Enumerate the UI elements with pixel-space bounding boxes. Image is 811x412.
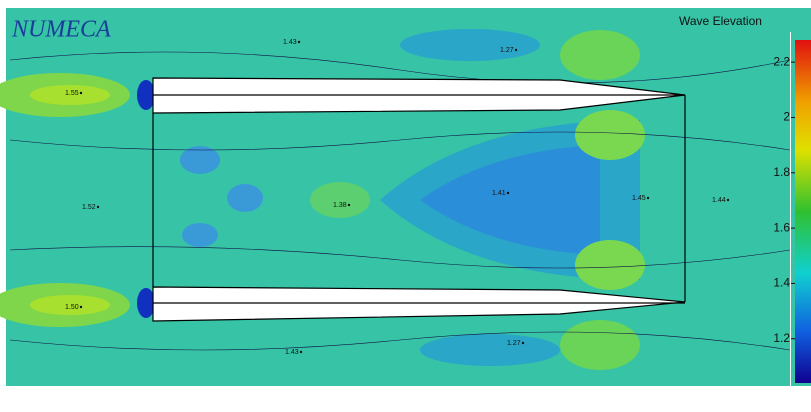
colorbar: [795, 40, 811, 383]
logo: NUMECA: [11, 17, 111, 43]
colorbar-title: Wave Elevation: [679, 14, 762, 28]
contour-label: 1.38: [333, 202, 347, 209]
contour-point: [97, 206, 99, 208]
colorbar-tick-label: 1.6: [773, 220, 790, 234]
colorbar-tick-label: 2.2: [773, 54, 790, 68]
contour-point: [522, 342, 524, 344]
contour-point: [647, 197, 649, 199]
contour-point: [515, 49, 517, 51]
contour-label: 1.45: [632, 195, 646, 202]
contour-point: [80, 92, 82, 94]
contour-point: [300, 351, 302, 353]
contour-label: 1.43: [283, 39, 297, 46]
contour-label: 1.27: [507, 340, 521, 347]
contour-label: 1.44: [712, 197, 726, 204]
contour-label: 1.52: [82, 204, 96, 211]
contour-label: 1.41: [492, 190, 506, 197]
colorbar-tick-label: 1.2: [773, 331, 790, 345]
contour-label: 1.50: [65, 304, 79, 311]
contour-label: 1.43: [285, 349, 299, 356]
contour-label: 1.27: [500, 47, 514, 54]
contour-point: [507, 192, 509, 194]
contour-point: [348, 204, 350, 206]
contour-point: [727, 199, 729, 201]
screenshot: NUMECA Wave Elevation 1.43 1.27 1.55 1.52 1.…: [0, 0, 811, 412]
colorbar-tick-label: 2: [783, 110, 790, 124]
contour-field: [0, 8, 790, 386]
contour-label: 1.55: [65, 90, 79, 97]
contour-point: [298, 41, 300, 43]
contour-point: [80, 306, 82, 308]
colorbar-tick-label: 1.4: [773, 276, 790, 290]
colorbar-tick-label: 1.8: [773, 165, 790, 179]
